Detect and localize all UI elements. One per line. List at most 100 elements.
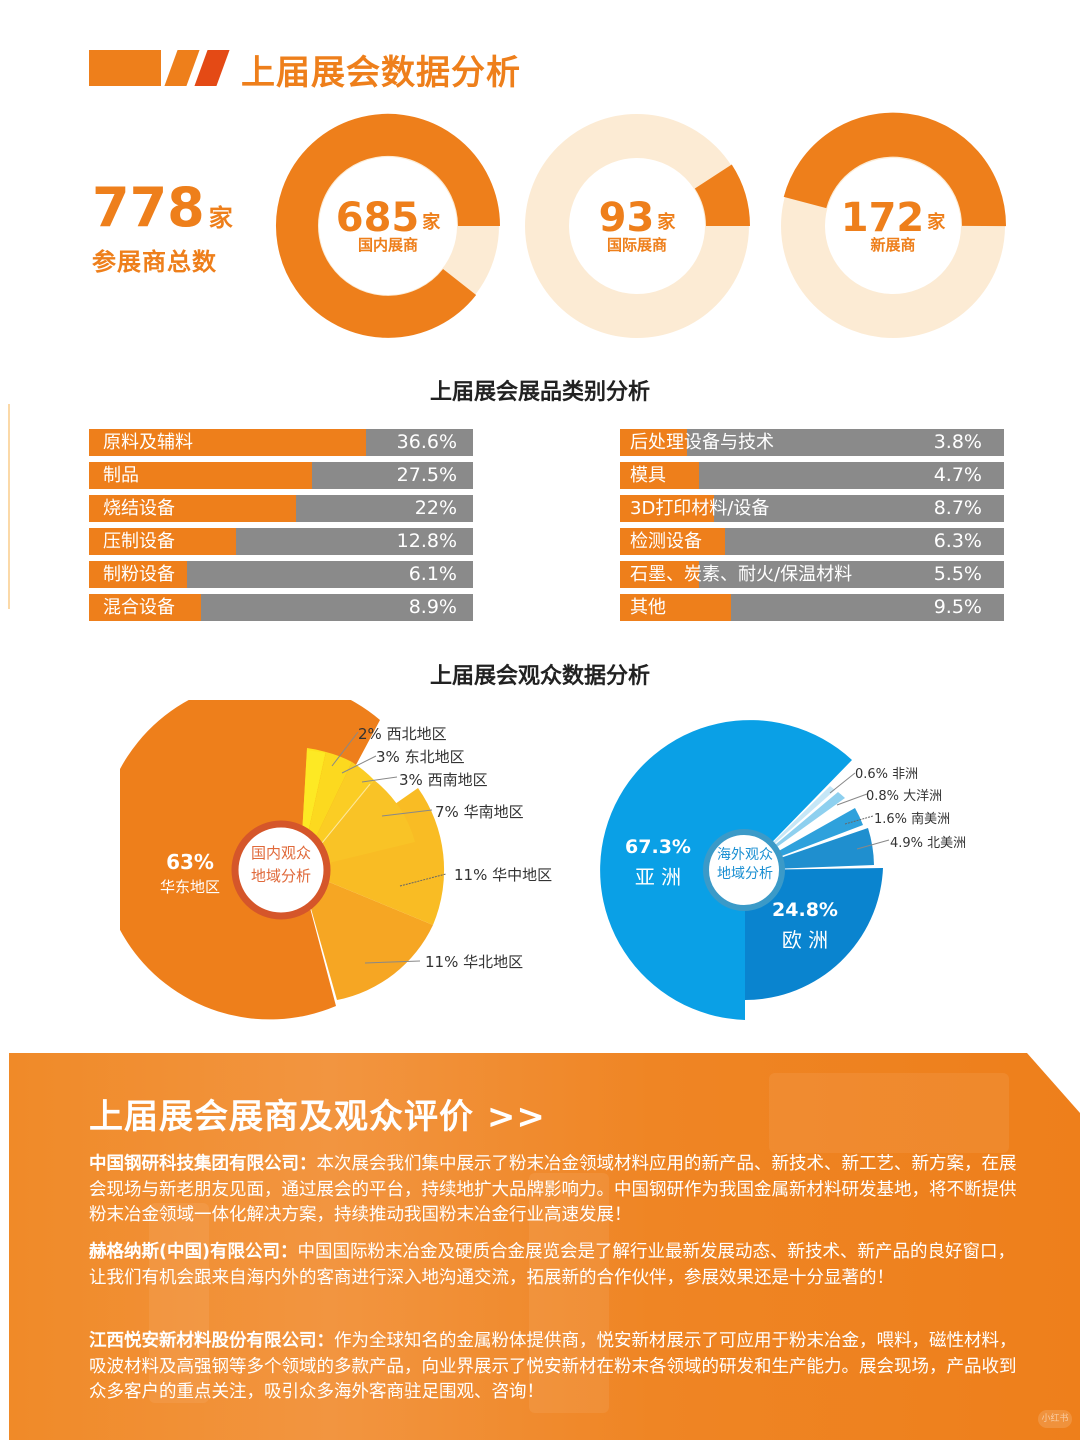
category-percent: 8.7%	[933, 497, 982, 519]
total-value: 778	[92, 176, 205, 239]
category-bar: 3D打印材料/设备 8.7%	[620, 495, 1004, 522]
region-label: 11% 华北地区	[425, 953, 524, 971]
continent-label: 0.6% 非洲	[855, 767, 919, 782]
page-title: 上届展会数据分析	[241, 53, 521, 93]
overseas-center-label: 海外观众 地域分析	[700, 846, 790, 884]
donut-chart	[525, 114, 750, 338]
category-label: 压制设备	[103, 531, 175, 552]
category-label: 后处理设备与技术	[630, 432, 774, 453]
review-item: 赫格纳斯(中国)有限公司：中国国际粉末冶金及硬质合金展览会是了解行业最新发展动态…	[89, 1240, 1019, 1291]
donut-chart	[276, 113, 500, 338]
category-percent: 4.7%	[933, 464, 982, 486]
region-label: 2% 西北地区	[358, 725, 447, 743]
category-percent: 36.6%	[396, 431, 457, 453]
header-bar-decoration	[89, 50, 161, 86]
center-label-line: 地域分析	[250, 867, 311, 885]
asia-percent: 67.3%	[625, 836, 691, 858]
region-label: 7% 华南地区	[435, 803, 524, 821]
background-decoration	[149, 1203, 209, 1403]
category-label: 原料及辅料	[103, 432, 193, 453]
audience-title: 上届展会观众数据分析	[429, 664, 650, 689]
category-percent: 9.5%	[933, 596, 982, 618]
review-company: 江西悦安新材料股份有限公司：	[89, 1331, 334, 1351]
category-label: 制粉设备	[103, 564, 175, 585]
main-region-name: 华东地区	[159, 878, 220, 896]
donut-chart	[781, 112, 1007, 338]
category-bars-right: 后处理设备与技术 3.8% 模具 4.7% 3D打印材料/设备 8.7% 检测设备 6.…	[620, 429, 1004, 627]
category-percent: 6.1%	[408, 563, 457, 585]
category-bar: 制品 27.5%	[89, 462, 473, 489]
region-label: 3% 西南地区	[399, 771, 488, 789]
donut-domestic-exhibitors: 685 家 国内展商	[273, 111, 503, 341]
donut-value: 685	[335, 194, 420, 241]
review-text: 作为全球知名的金属粉体提供商，悦安新材展示了可应用于粉末冶金，喂料，磁性材料，吸…	[89, 1331, 1017, 1402]
reviews-title: 上届展会展商及观众评价 >>	[89, 1097, 546, 1137]
header-slash-decoration	[194, 50, 230, 86]
category-label: 检测设备	[630, 531, 702, 552]
europe-label: 24.8% 欧 洲	[765, 899, 845, 953]
europe-name: 欧 洲	[781, 928, 829, 952]
total-exhibitors: 778 家 参展商总数	[92, 178, 233, 277]
category-percent: 6.3%	[933, 530, 982, 552]
donut-unit: 家	[422, 211, 441, 233]
category-label: 混合设备	[103, 597, 175, 618]
review-company: 赫格纳斯(中国)有限公司：	[89, 1242, 298, 1262]
donut-center: 172 家 新展商	[778, 111, 1008, 341]
asia-name: 亚 洲	[634, 865, 682, 889]
review-text: 中国国际粉末冶金及硬质合金展览会是了解行业最新发展动态、新技术、新产品的良好窗口…	[89, 1242, 1015, 1288]
category-bar: 模具 4.7%	[620, 462, 1004, 489]
category-label: 3D打印材料/设备	[630, 498, 770, 519]
category-label: 制品	[103, 465, 139, 486]
watermark: 小红书	[1038, 1410, 1072, 1428]
category-bar: 其他 9.5%	[620, 594, 1004, 621]
europe-percent: 24.8%	[772, 899, 838, 921]
background-decoration	[529, 1173, 609, 1413]
category-bar: 检测设备 6.3%	[620, 528, 1004, 555]
donut-label: 国内展商	[357, 235, 418, 254]
category-percent: 3.8%	[933, 431, 982, 453]
decorative-line	[8, 404, 10, 609]
review-company: 中国钢研科技集团有限公司：	[89, 1154, 317, 1174]
continent-label: 4.9% 北美洲	[890, 836, 967, 851]
categories-title: 上届展会展品类别分析	[429, 380, 650, 405]
review-item: 中国钢研科技集团有限公司：本次展会我们集中展示了粉末冶金领域材料应用的新产品、新…	[89, 1152, 1019, 1229]
category-bar: 压制设备 12.8%	[89, 528, 473, 555]
total-unit: 家	[208, 204, 233, 232]
category-percent: 27.5%	[396, 464, 457, 486]
asia-label: 67.3% 亚 洲	[618, 836, 698, 890]
center-label-line: 海外观众	[717, 847, 773, 863]
continent-label: 0.8% 大洋洲	[866, 789, 943, 804]
category-bar: 制粉设备 6.1%	[89, 561, 473, 588]
review-item: 江西悦安新材料股份有限公司：作为全球知名的金属粉体提供商，悦安新材展示了可应用于…	[89, 1329, 1019, 1406]
category-label: 模具	[630, 465, 666, 486]
donut-label: 国际展商	[606, 235, 667, 254]
main-region-percent: 63%	[166, 850, 214, 874]
category-label: 石墨、炭素、耐火/保温材料	[630, 564, 853, 585]
region-label: 11% 华中地区	[454, 866, 553, 884]
category-percent: 12.8%	[396, 530, 457, 552]
donut-unit: 家	[657, 211, 676, 233]
reviews-panel: 上届展会展商及观众评价 >> 中国钢研科技集团有限公司：本次展会我们集中展示了粉…	[9, 1053, 1080, 1440]
category-label: 其他	[630, 597, 666, 618]
category-bars-left: 原料及辅料 36.6% 制品 27.5% 烧结设备 22% 压制设备 12.8% 制粉设…	[89, 429, 473, 627]
donut-international-exhibitors: 93 家 国际展商	[522, 111, 752, 341]
donut-value: 172	[840, 194, 925, 241]
region-label: 3% 东北地区	[376, 748, 465, 766]
donut-center: 93 家 国际展商	[522, 111, 752, 341]
category-bar: 混合设备 8.9%	[89, 594, 473, 621]
domestic-audience-pie: 国内观众 地域分析 63% 华东地区 2% 西北地区 3% 东北地区 3% 西南…	[120, 700, 580, 1020]
donut-unit: 家	[927, 211, 946, 233]
background-decoration	[769, 1073, 1009, 1153]
center-label-line: 地域分析	[717, 866, 773, 882]
category-bar: 原料及辅料 36.6%	[89, 429, 473, 456]
donut-center: 685 家 国内展商	[273, 111, 503, 341]
continent-label: 1.6% 南美洲	[874, 812, 951, 827]
pie-chart	[600, 720, 890, 1020]
header-slash-decoration	[164, 50, 200, 86]
category-label: 烧结设备	[103, 498, 175, 519]
category-percent: 8.9%	[408, 596, 457, 618]
category-bar: 后处理设备与技术 3.8%	[620, 429, 1004, 456]
donut-value: 93	[598, 194, 655, 241]
category-percent: 5.5%	[933, 563, 982, 585]
donut-new-exhibitors: 172 家 新展商	[778, 111, 1008, 341]
